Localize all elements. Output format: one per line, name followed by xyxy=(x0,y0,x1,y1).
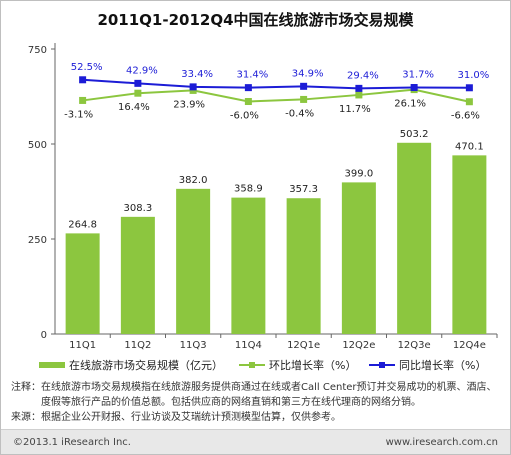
bar-label: 399.0 xyxy=(345,168,374,179)
yoy-label: 31.7% xyxy=(402,70,434,81)
yoy-point xyxy=(465,84,473,92)
copyright-text: ©2013.1 iResearch Inc. xyxy=(13,437,131,448)
yoy-point xyxy=(300,82,308,90)
mom-point xyxy=(189,86,197,94)
website-text: www.iresearch.com.cn xyxy=(385,437,498,448)
bar-12Q3e xyxy=(397,142,432,334)
yoy-label: 34.9% xyxy=(292,68,324,79)
mom-point xyxy=(300,95,308,103)
yoy-label: 52.5% xyxy=(71,62,103,73)
mom-label: -0.4% xyxy=(285,108,314,119)
x-tick-label: 11Q3 xyxy=(180,340,207,351)
yoy-label: 31.0% xyxy=(457,70,489,81)
bar-label: 382.0 xyxy=(179,175,208,186)
mom-point xyxy=(465,98,473,106)
mom-label: 23.9% xyxy=(173,99,205,110)
bar-11Q1 xyxy=(65,233,100,334)
bar-11Q3 xyxy=(176,188,211,334)
chart-legend: 在线旅游市场交易规模（亿元） 环比增长率（%） 同比增长率（%） xyxy=(39,357,509,373)
yoy-label: 42.9% xyxy=(126,65,158,76)
yoy-point xyxy=(79,76,87,84)
bar-11Q2 xyxy=(120,216,155,334)
yoy-label: 29.4% xyxy=(347,70,379,81)
bar-label: 470.1 xyxy=(455,141,484,152)
x-tick-label: 11Q4 xyxy=(235,340,262,351)
chart-plot: 0 250 500 750 264.8 11Q1 308.3 11Q2 382.0 11Q3 358… xyxy=(28,43,498,351)
y-tick-label: 0 xyxy=(41,330,47,341)
legend-item-bar: 在线旅游市场交易规模（亿元） xyxy=(39,357,223,373)
bar-11Q4 xyxy=(231,197,266,334)
note-row: 注释： 在线旅游市场交易规模指在线旅游服务提供商通过在线或者Call Cente… xyxy=(11,380,503,410)
x-tick-label: 12Q4e xyxy=(453,340,486,351)
legend-item-mom: 环比增长率（%） xyxy=(239,357,356,373)
bar-12Q4e xyxy=(452,155,487,334)
yoy-point xyxy=(355,84,363,92)
yoy-label: 31.4% xyxy=(236,70,268,81)
bar-label: 308.3 xyxy=(124,203,153,214)
legend-swatch-mom xyxy=(239,362,265,368)
bar-label: 357.3 xyxy=(289,184,318,195)
mom-line xyxy=(82,88,470,103)
x-tick-label: 11Q1 xyxy=(69,340,96,351)
legend-label-yoy: 同比增长率（%） xyxy=(399,359,487,372)
bar-12Q2e xyxy=(341,182,376,334)
source-label: 来源： xyxy=(11,412,41,423)
x-tick-label: 12Q2e xyxy=(342,340,375,351)
bar-label: 503.2 xyxy=(400,129,429,140)
bar-label: 264.8 xyxy=(68,219,97,230)
mom-label: 26.1% xyxy=(394,99,426,110)
legend-label-bar: 在线旅游市场交易规模（亿元） xyxy=(69,359,223,372)
legend-swatch-bar xyxy=(39,362,65,368)
yoy-point xyxy=(244,84,252,92)
legend-swatch-yoy xyxy=(369,362,395,368)
legend-label-mom: 环比增长率（%） xyxy=(269,359,357,372)
x-tick-label: 12Q3e xyxy=(398,340,431,351)
source-row: 来源： 根据企业公开财报、行业访谈及艾瑞统计预测模型估算，仅供参考。 xyxy=(11,410,503,425)
yoy-point xyxy=(410,84,418,92)
yoy-point xyxy=(189,83,197,91)
y-tick-label: 500 xyxy=(28,140,47,151)
mom-point xyxy=(244,98,252,106)
yoy-point xyxy=(134,79,142,87)
mom-point xyxy=(355,91,363,99)
y-tick-label: 250 xyxy=(28,235,47,246)
mom-label: -3.1% xyxy=(64,109,93,120)
mom-label: -6.6% xyxy=(451,111,480,122)
bar-label: 358.9 xyxy=(234,184,263,195)
note-text: 在线旅游市场交易规模指在线旅游服务提供商通过在线或者Call Center预订并… xyxy=(41,382,497,408)
bar-12Q1e xyxy=(286,198,321,334)
y-tick-label: 750 xyxy=(28,45,47,56)
mom-label: 11.7% xyxy=(339,104,371,115)
footer-bar: ©2013.1 iResearch Inc. www.iresearch.com… xyxy=(1,429,510,454)
source-text: 根据企业公开财报、行业访谈及艾瑞统计预测模型估算，仅供参考。 xyxy=(41,412,341,423)
chart-notes: 注释： 在线旅游市场交易规模指在线旅游服务提供商通过在线或者Call Cente… xyxy=(11,380,503,425)
mom-label: -6.0% xyxy=(230,111,259,122)
yoy-line xyxy=(82,78,470,90)
chart-title: 2011Q1-2012Q4中国在线旅游市场交易规模 xyxy=(97,11,414,29)
x-tick-label: 11Q2 xyxy=(124,340,151,351)
mom-label: 16.4% xyxy=(118,102,150,113)
x-tick-label: 12Q1e xyxy=(287,340,320,351)
note-label: 注释： xyxy=(11,382,41,393)
yoy-label: 33.4% xyxy=(181,69,213,80)
mom-point xyxy=(134,89,142,97)
mom-point xyxy=(79,96,87,104)
legend-item-yoy: 同比增长率（%） xyxy=(369,357,486,373)
